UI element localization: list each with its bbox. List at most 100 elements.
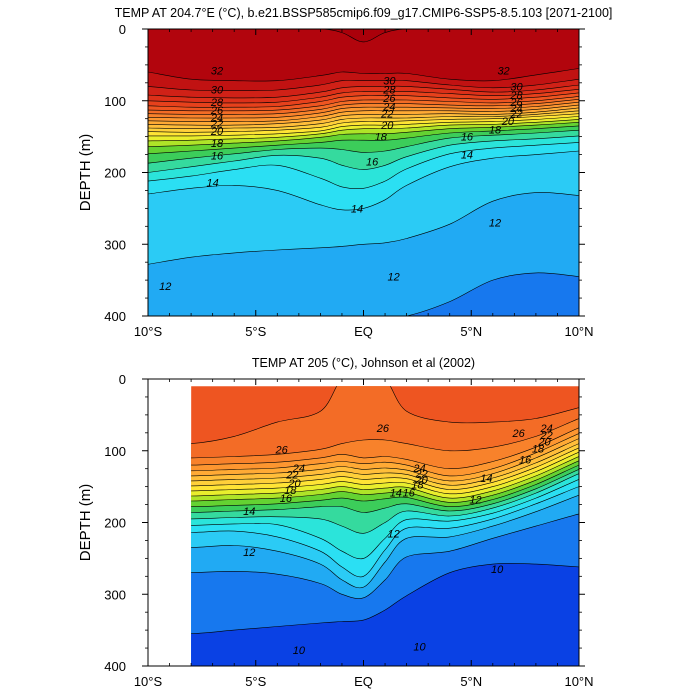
y-tick-label: 0 [119,372,126,387]
contour-label: 24 [412,463,425,475]
contour-label: 14 [390,487,402,499]
x-tick-label: 10°S [134,324,163,339]
isotherm-line [148,129,579,164]
isotherm-line [191,486,579,578]
contour-label: 12 [388,272,400,284]
chart-title-top: TEMP AT 204.7°E (°C), b.e21.BSSP585cmip6… [115,6,613,20]
isotherm-line [191,451,579,495]
isotherm-line [191,433,579,477]
panel-top: 3230282624222018161430282624222018161432… [77,6,612,339]
x-tick-label: 5°N [460,674,482,689]
contour-label: 18 [532,444,545,456]
contour-label: 32 [211,66,223,78]
contour-label: 26 [382,93,396,105]
contour-label: 20 [537,436,551,448]
contour-label: 16 [519,454,532,466]
fill-band [191,563,579,666]
isotherm-line [191,479,579,560]
isotherm-line [148,272,579,316]
contour-label: 14 [480,473,492,485]
isotherm-line [148,68,579,82]
contour-label: 18 [489,124,502,136]
isotherm-line [148,116,579,137]
contour-label: 30 [383,76,396,88]
contour-label: 26 [210,105,224,117]
contour-label: 22 [415,469,428,481]
contour-label: 22 [210,119,223,131]
isotherm-line [191,494,579,589]
isotherm-line [191,386,579,444]
contour-label: 14 [207,178,219,190]
contour-label: 16 [211,150,224,162]
y-tick-label: 300 [104,237,126,252]
y-tick-label: 300 [104,587,126,602]
y-tick-label: 200 [104,166,126,181]
isotherm-line [148,88,579,104]
contour-label: 28 [509,90,523,102]
x-tick-label: 5°S [245,324,266,339]
isotherm-line [148,150,579,211]
contour-label: 26 [509,97,523,109]
y-tick-label: 200 [104,516,126,531]
isotherm-line [191,427,579,470]
contour-label: 20 [210,126,224,138]
temperature-fill-top [148,29,579,316]
chart-title-bottom: TEMP AT 205 (°C), Johnson et al (2002) [252,356,475,370]
contour-label: 18 [284,485,297,497]
isotherm-line [191,513,579,599]
contour-label: 14 [351,203,363,215]
contour-lines-bottom [191,386,579,666]
contour-label: 24 [210,112,223,124]
contour-label: 24 [540,423,553,435]
axis-ticks-top: 10°S 5°S EQ 5°N 10°N 0 100 200 300 400 [104,22,593,339]
contour-label: 30 [510,81,523,93]
contour-label: 24 [509,103,522,115]
isotherm-line [148,104,579,122]
y-tick-label: 100 [104,444,126,459]
contour-label: 12 [489,218,501,230]
isotherm-line [148,92,579,108]
isotherm-line [191,563,579,635]
x-tick-label: 5°N [460,324,482,339]
isotherm-line [148,142,579,189]
isotherm-line [191,464,579,508]
isotherm-line [148,121,579,148]
x-tick-label: EQ [354,324,373,339]
isotherm-line [191,473,579,534]
contour-label: 20 [380,120,394,132]
contour-label: 10 [491,564,504,576]
contour-label: 30 [211,84,224,96]
contour-label: 24 [382,101,395,113]
isotherm-line [148,135,579,173]
fill-band [143,666,584,671]
y-axis-label-top: DEPTH (m) [77,134,94,212]
contour-label: 22 [380,109,393,121]
contour-label: 10 [413,642,426,654]
isotherm-line [148,84,579,99]
contour-label: 16 [280,493,293,505]
isotherm-line [148,78,579,92]
y-tick-label: 400 [104,659,126,674]
isotherm-line [148,110,579,130]
isotherm-line [191,447,579,490]
contour-label: 12 [469,495,481,507]
contour-label: 18 [411,479,424,491]
contour-label: 32 [497,66,509,78]
isotherm-line [191,418,579,459]
contour-label: 22 [540,430,553,442]
isotherm-line [148,98,579,115]
contour-label: 22 [285,469,298,481]
contour-labels-top: 3230282624222018161430282624222018161432… [159,66,523,293]
contour-label: 14 [461,150,473,162]
contour-label: 26 [376,423,390,435]
isotherm-line [148,113,579,133]
contour-label: 20 [415,474,429,486]
contour-label: 10 [293,645,306,657]
x-tick-label: 10°N [564,324,593,339]
isotherm-line [148,96,579,112]
contour-label: 22 [509,109,522,121]
contour-label: 28 [210,97,224,109]
contour-label: 16 [403,487,416,499]
